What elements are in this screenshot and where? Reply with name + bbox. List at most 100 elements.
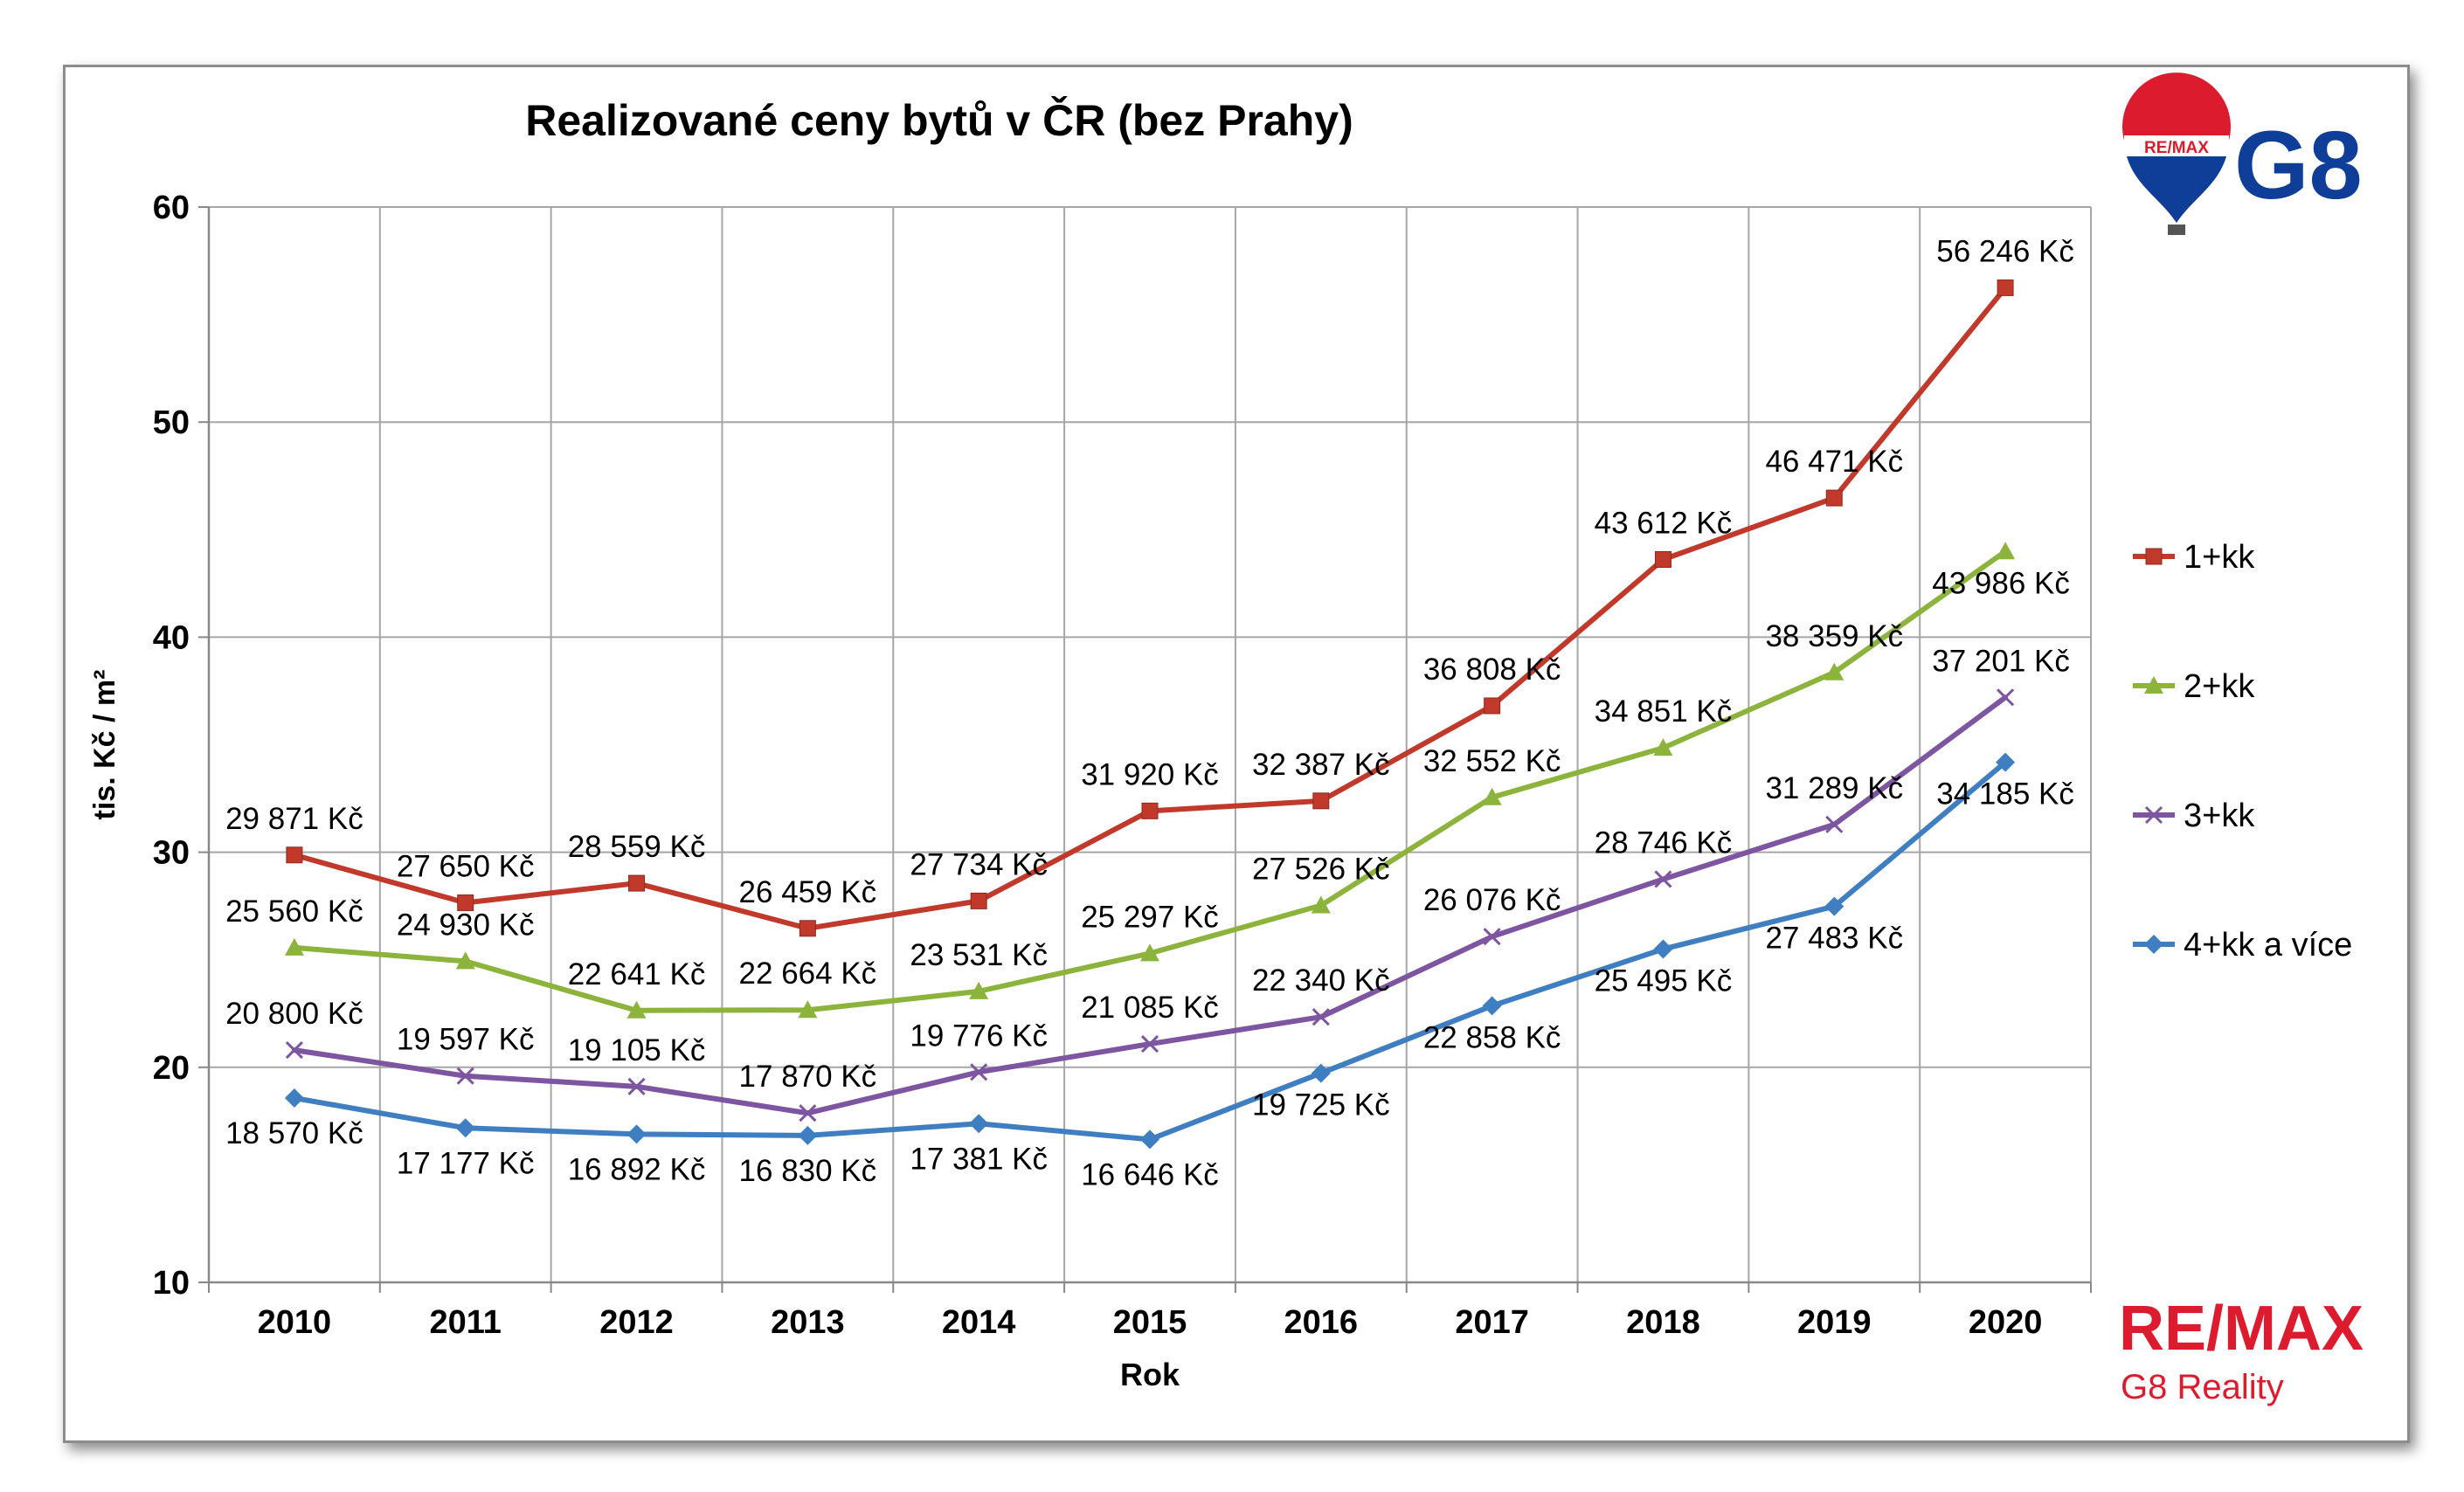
data-point (1653, 738, 1673, 756)
data-point (626, 1124, 647, 1144)
data-point (285, 1041, 303, 1060)
legend-item: 4+kk a více (2133, 927, 2352, 964)
data-label: 19 776 Kč (910, 1019, 1048, 1053)
data-label: 34 851 Kč (1595, 694, 1733, 729)
data-point (286, 846, 303, 864)
data-point (798, 1125, 818, 1145)
data-label: 36 808 Kč (1423, 653, 1561, 687)
data-point (1824, 662, 1845, 680)
data-point (1654, 870, 1672, 888)
legend-marker (2144, 935, 2163, 954)
data-label: 28 746 Kč (1595, 825, 1733, 860)
data-label: 43 986 Kč (1932, 566, 2070, 600)
y-tick-label: 10 (153, 1265, 190, 1302)
data-label: 46 471 Kč (1765, 445, 1903, 479)
x-tick-label: 2016 (1284, 1304, 1359, 1341)
data-label: 25 495 Kč (1595, 964, 1733, 998)
data-label: 17 870 Kč (739, 1060, 877, 1094)
data-label: 22 641 Kč (568, 957, 706, 991)
data-label: 22 664 Kč (739, 957, 877, 991)
data-label: 24 930 Kč (397, 908, 535, 942)
data-point (455, 951, 475, 970)
data-point (1653, 939, 1673, 959)
data-point (1311, 1063, 1331, 1083)
data-label: 27 650 Kč (397, 849, 535, 883)
legend-marker (2144, 805, 2163, 825)
g8-brand-text: G8 (2234, 112, 2363, 219)
legend: 1+kk 2+kk 3+kk 4+kk a více (2133, 539, 2352, 964)
x-tick-label: 2013 (771, 1304, 845, 1341)
data-label: 32 387 Kč (1252, 748, 1390, 782)
data-point (627, 1077, 646, 1095)
data-point (798, 1000, 818, 1019)
data-label: 26 076 Kč (1423, 883, 1561, 917)
data-label: 16 830 Kč (739, 1154, 877, 1188)
data-point (1312, 792, 1330, 810)
data-point (969, 981, 989, 999)
data-label: 18 570 Kč (225, 1116, 363, 1150)
line-chart: Realizované ceny bytů v ČR (bez Prahy) 1… (88, 73, 2364, 1406)
data-point (1311, 895, 1331, 914)
data-point (970, 892, 987, 909)
data-labels: 29 871 Kč 27 650 Kč 28 559 Kč 26 459 Kč 27 7… (225, 234, 2074, 1192)
data-point (1996, 752, 2016, 772)
data-label: 22 340 Kč (1252, 964, 1390, 998)
data-point (799, 920, 816, 937)
data-point (1824, 896, 1845, 916)
y-axis-title: tis. Kč / m² (88, 670, 121, 820)
data-point (455, 1118, 475, 1138)
data-label: 23 531 Kč (910, 938, 1048, 972)
data-point (1482, 787, 1502, 805)
x-tick-label: 2017 (1455, 1304, 1529, 1341)
y-tick-label: 30 (153, 835, 190, 872)
axes: 10 20 30 40 50 60 2010 2011 2012 2013 2014 2015 2016… (88, 190, 2092, 1392)
x-tick-label: 2014 (942, 1304, 1016, 1341)
data-label: 26 459 Kč (739, 875, 877, 909)
gridlines (209, 206, 2092, 1282)
y-tick-label: 50 (153, 404, 190, 441)
legend-label: 3+kk (2184, 798, 2255, 834)
data-label: 38 359 Kč (1765, 619, 1903, 653)
x-tick-label: 2018 (1626, 1304, 1700, 1341)
data-point (628, 874, 646, 892)
x-tick-label: 2012 (599, 1304, 674, 1341)
data-point (1654, 550, 1672, 568)
data-label: 31 920 Kč (1081, 757, 1219, 791)
chart-frame: Realizované ceny bytů v ČR (bez Prahy) 1… (63, 65, 2410, 1443)
data-point (1483, 928, 1501, 946)
data-point (1482, 996, 1502, 1016)
data-point (1996, 542, 2016, 560)
data-label: 17 177 Kč (397, 1146, 535, 1180)
data-point (970, 1063, 988, 1081)
data-point (1825, 489, 1843, 507)
x-axis-title: Rok (1120, 1357, 1180, 1392)
data-point (1140, 1035, 1159, 1053)
data-label: 32 552 Kč (1423, 744, 1561, 778)
data-label: 19 725 Kč (1252, 1088, 1390, 1122)
x-tick-label: 2019 (1797, 1304, 1872, 1341)
remax-g8-reality-logo: RE/MAX G8 Reality (2119, 1294, 2364, 1406)
data-label: 20 800 Kč (225, 997, 363, 1031)
x-tick-label: 2020 (1969, 1304, 2043, 1341)
data-label: 25 560 Kč (225, 895, 363, 929)
data-point (284, 1088, 304, 1109)
data-label: 16 646 Kč (1081, 1157, 1219, 1192)
remax-g8-logo: RE/MAX G8 (2122, 73, 2363, 235)
data-point (799, 1104, 817, 1122)
data-label: 17 381 Kč (910, 1142, 1048, 1176)
data-point (1140, 943, 1159, 962)
data-label: 37 201 Kč (1932, 644, 2070, 678)
y-tick-label: 60 (153, 190, 190, 226)
data-label: 25 297 Kč (1081, 900, 1219, 934)
data-label: 28 559 Kč (568, 830, 706, 864)
data-label: 34 185 Kč (1936, 777, 2074, 812)
chart-title: Realizované ceny bytů v ČR (bez Prahy) (525, 95, 1353, 145)
data-point (457, 894, 474, 911)
data-point (284, 937, 304, 956)
legend-item: 2+kk (2133, 668, 2255, 705)
legend-label: 4+kk a více (2184, 927, 2352, 964)
x-tick-label: 2015 (1113, 1304, 1187, 1341)
data-point (1312, 1008, 1330, 1026)
data-label: 27 526 Kč (1252, 853, 1390, 887)
data-point (1997, 279, 2014, 296)
